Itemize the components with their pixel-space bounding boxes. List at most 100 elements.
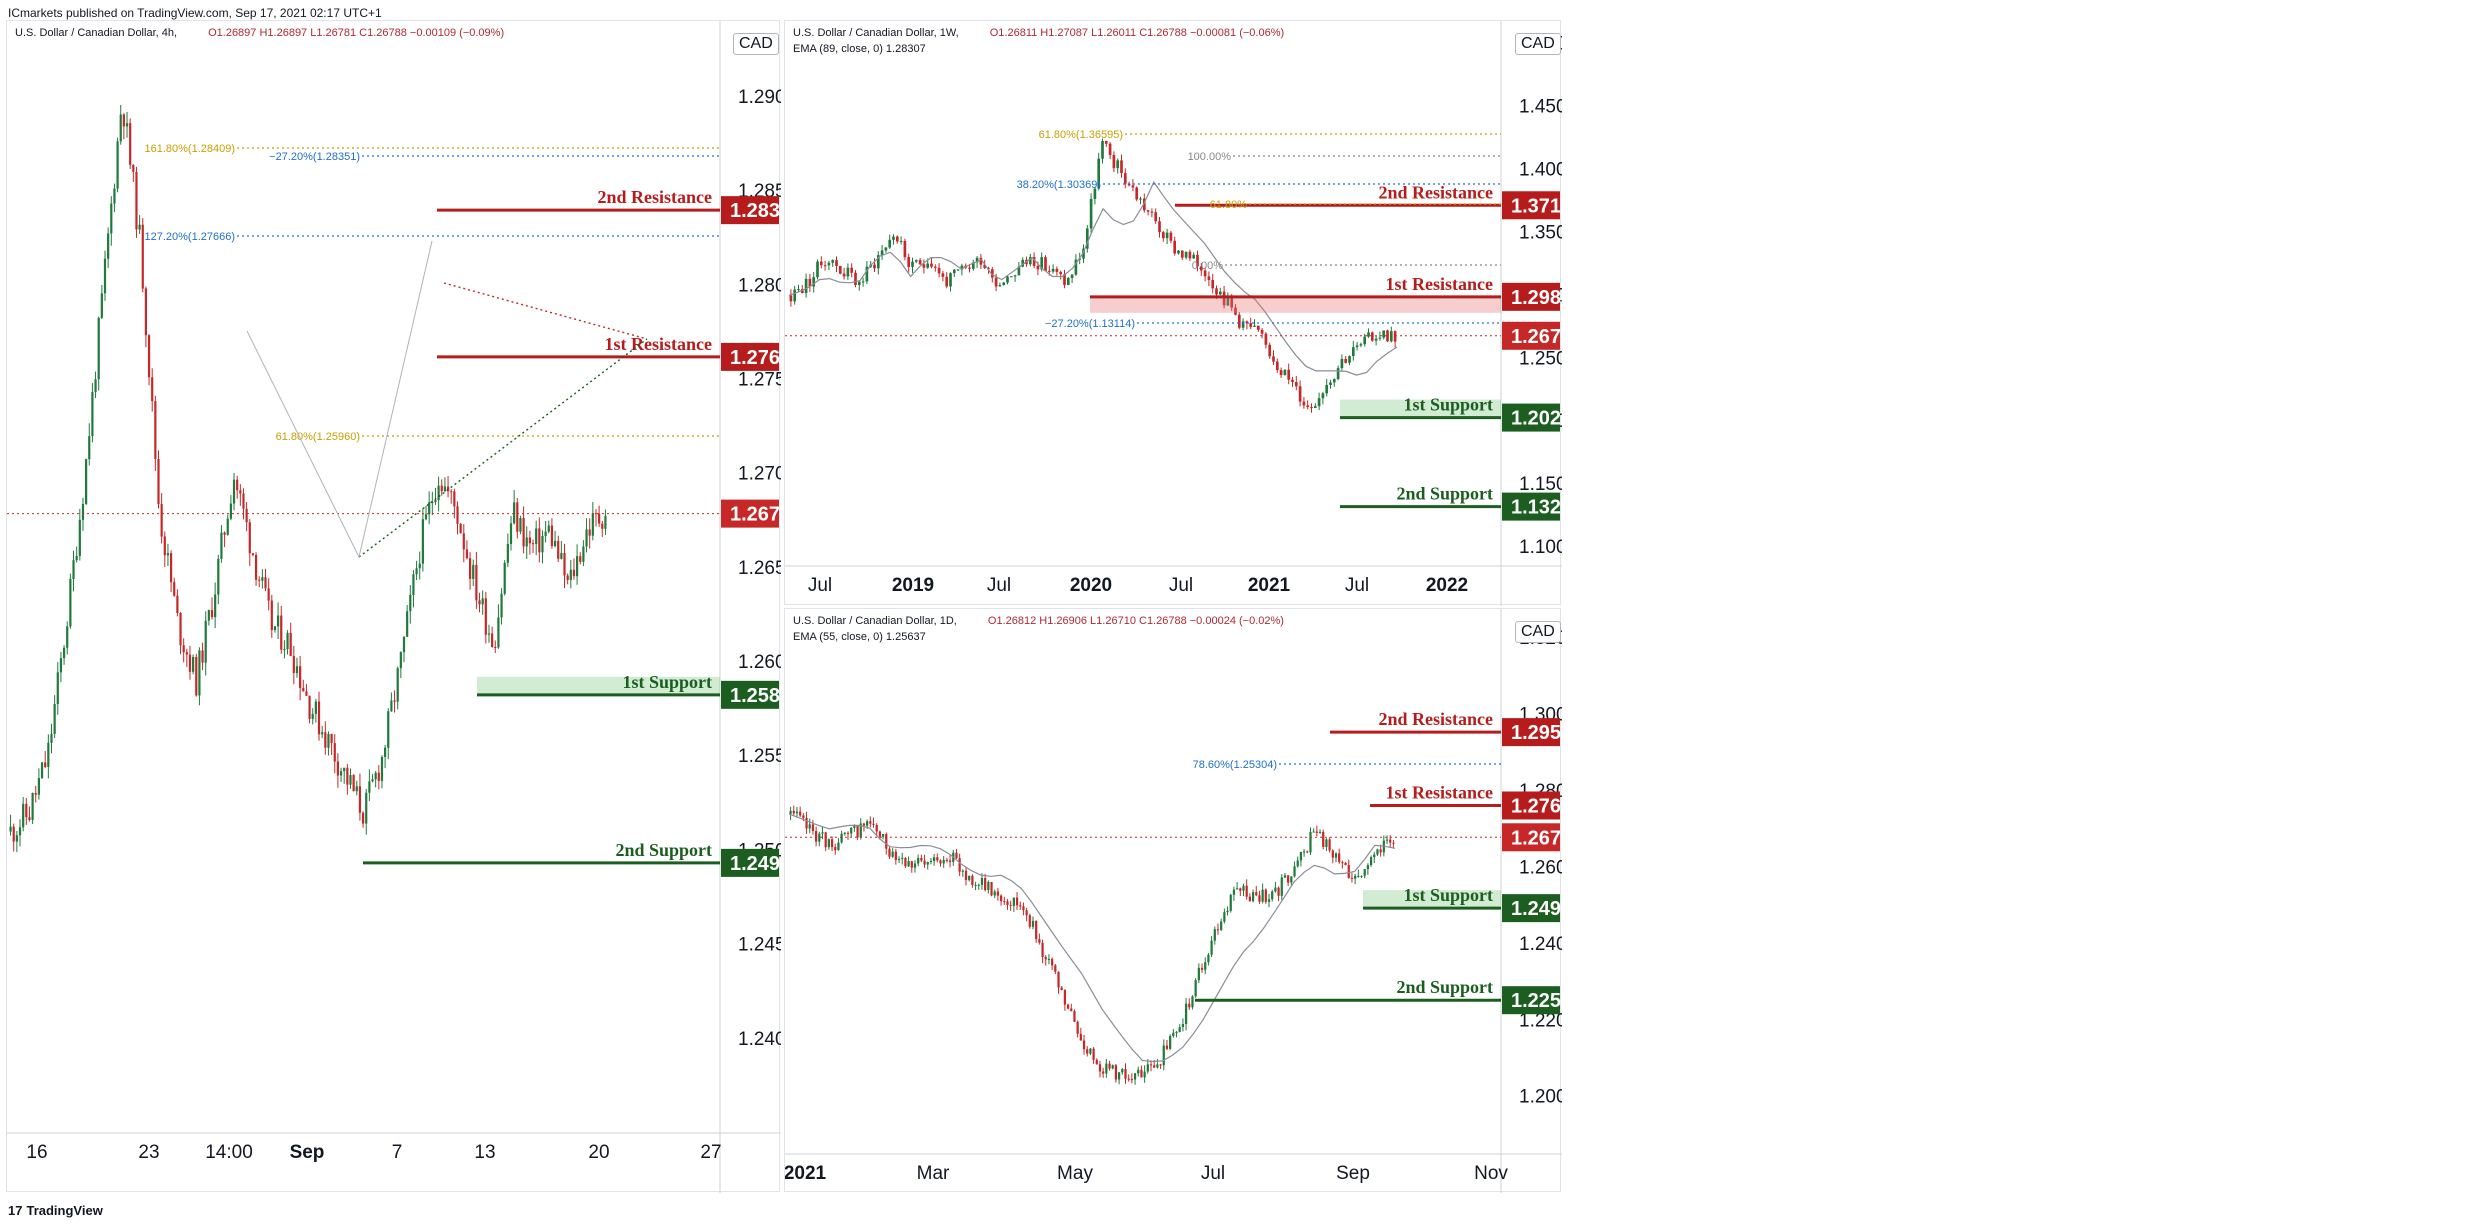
candle-body (1253, 325, 1256, 327)
candle-body (922, 264, 926, 268)
candle-body (1150, 211, 1154, 213)
candle-body (1213, 929, 1216, 941)
candle-body (327, 733, 330, 748)
candle-body (478, 600, 481, 605)
candle-body (374, 772, 377, 780)
chart-4h[interactable]: 1.290001.285001.280001.275001.270001.265… (7, 21, 781, 1193)
candle-body (933, 857, 936, 862)
candle-body (1079, 1033, 1082, 1041)
candle-body (484, 598, 487, 635)
candle-body (1336, 368, 1340, 380)
candle-body (1082, 248, 1085, 259)
candle-body (1210, 940, 1213, 955)
candle-body (138, 224, 141, 230)
candle-body (125, 123, 129, 127)
chart-panel-4h[interactable]: 1.290001.285001.280001.275001.270001.265… (6, 20, 781, 1193)
candle-body (1359, 344, 1363, 346)
candle-body (214, 594, 217, 618)
candle-body (1234, 307, 1237, 315)
candle-body (1028, 257, 1032, 265)
candle-body (1044, 257, 1047, 271)
chart-1w[interactable]: 1.500001.450001.400001.350001.300001.250… (785, 21, 1562, 606)
candle-body (1283, 875, 1287, 878)
time-tick-label: 2019 (892, 575, 934, 596)
level-name-label: 1st Resistance (1386, 782, 1493, 802)
candle-body (1121, 1069, 1124, 1073)
candle-body (797, 289, 800, 291)
time-tick-label: 2022 (1426, 575, 1468, 596)
level-price-tag (721, 342, 779, 371)
candle-body (1328, 839, 1331, 851)
candle-body (955, 852, 958, 859)
candle-body (311, 713, 314, 719)
candle-body (930, 263, 933, 267)
candle-body (412, 574, 415, 596)
candle-body (44, 762, 47, 768)
candle-body (349, 775, 352, 785)
candle-body (824, 832, 827, 848)
candle-body (113, 188, 116, 204)
candle-body (283, 649, 286, 651)
candle-body (575, 556, 579, 577)
time-tick-label: Sep (290, 1142, 325, 1163)
candle-body (1146, 1064, 1149, 1072)
price-tick-label: 1.28000 (738, 275, 781, 296)
candle-body (1222, 291, 1226, 306)
candle-body (1089, 198, 1093, 229)
candle-body (923, 860, 926, 865)
candle-body (1341, 862, 1344, 864)
candle-body (160, 504, 163, 537)
chart-panel-1d[interactable]: 1.320001.300001.280001.260001.240001.220… (784, 608, 1562, 1193)
candle-body (990, 882, 993, 896)
candle-body (1321, 393, 1325, 399)
candle-body (789, 295, 793, 302)
candle-body (1047, 958, 1051, 960)
price-tick-label: 1.45000 (1519, 97, 1562, 118)
candle-body (1188, 251, 1192, 259)
candle-body (468, 558, 472, 579)
candle-body (541, 535, 544, 553)
time-tick-label: 14:00 (205, 1142, 253, 1163)
ema-line (788, 813, 1396, 1063)
candle-body (1104, 140, 1108, 144)
candle-body (1287, 369, 1291, 380)
candle-body (582, 546, 585, 562)
currency-badge[interactable]: CAD (733, 33, 779, 55)
candle-body (1294, 382, 1298, 387)
candle-body (1111, 1065, 1114, 1069)
candle-body (793, 289, 797, 302)
candle-body (1239, 888, 1242, 891)
candle-body (834, 846, 837, 851)
currency-badge[interactable]: CAD (1515, 621, 1561, 643)
currency-badge[interactable]: CAD (1515, 33, 1561, 55)
candle-body (936, 857, 939, 861)
candle-body (402, 636, 406, 653)
candle-body (821, 832, 824, 834)
candle-body (1078, 258, 1082, 260)
level-price-label: 1.28399 (730, 200, 781, 222)
candle-body (1287, 875, 1290, 883)
triangle-upper-trendline (443, 282, 648, 340)
candle-body (920, 858, 923, 861)
candle-body (958, 858, 961, 872)
candle-body (494, 647, 497, 649)
candle-body (566, 575, 569, 580)
fib-level-label: 61.80% (1210, 199, 1248, 211)
candle-body (942, 859, 945, 864)
candle-body (563, 552, 566, 576)
time-tick-label: 2021 (1248, 575, 1291, 596)
candle-body (1112, 155, 1116, 169)
chart-panel-1w[interactable]: 1.500001.450001.400001.350001.300001.250… (784, 20, 1562, 606)
candle-body (1165, 1045, 1169, 1049)
swing-zigzag (246, 240, 433, 559)
level-price-label: 1.22525 (1511, 990, 1562, 1012)
candle-body (800, 289, 804, 294)
time-tick-label: Jul (808, 575, 832, 596)
fib-level-label: −27.20%(1.13114) (1045, 318, 1135, 330)
candle-body (853, 825, 856, 828)
candle-body (1310, 407, 1313, 409)
candle-body (1114, 1065, 1118, 1080)
candle-body (1137, 1069, 1140, 1074)
candle-body (914, 260, 918, 262)
chart-1d[interactable]: 1.320001.300001.280001.260001.240001.220… (785, 609, 1562, 1193)
